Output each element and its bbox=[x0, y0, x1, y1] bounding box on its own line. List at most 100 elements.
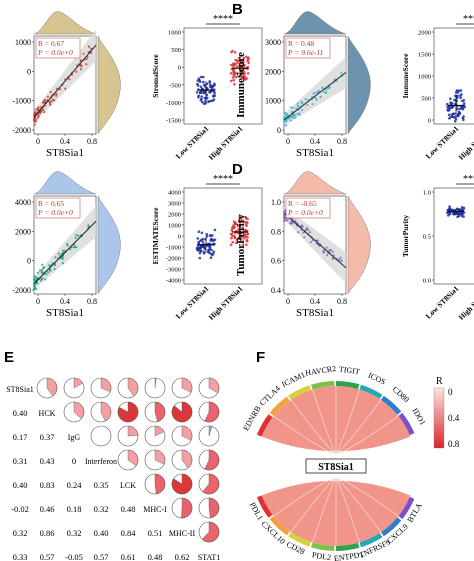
corr-pie-slice bbox=[171, 473, 193, 495]
chord-segment bbox=[269, 516, 290, 536]
x-axis-label: ST8Sia1 bbox=[296, 307, 334, 319]
box-point bbox=[237, 227, 240, 231]
significance-label: **** bbox=[463, 14, 474, 25]
scatter-point bbox=[53, 268, 56, 271]
scatter-point bbox=[322, 250, 325, 253]
top-density bbox=[33, 171, 97, 195]
box-point bbox=[234, 241, 238, 245]
box-point bbox=[205, 235, 209, 238]
box-group-label: Low ST8Sia1 bbox=[424, 124, 461, 161]
box-point bbox=[210, 248, 213, 252]
scatter-point bbox=[85, 57, 88, 61]
scatter-point bbox=[33, 118, 36, 121]
scatter-point bbox=[297, 104, 300, 108]
box-y-label: StromalScore bbox=[151, 54, 160, 98]
scatter-point bbox=[61, 257, 64, 261]
scatter-point bbox=[311, 239, 314, 242]
corr-value: 0.17 bbox=[13, 432, 28, 442]
scatter-point bbox=[43, 98, 46, 101]
scatter-point bbox=[44, 278, 47, 281]
box-point bbox=[199, 98, 203, 102]
box-point bbox=[233, 73, 236, 77]
corr-pie-slice bbox=[154, 449, 166, 465]
box-point bbox=[232, 224, 235, 227]
box-point bbox=[203, 245, 206, 249]
box-point bbox=[244, 220, 248, 224]
box-group-label: Low ST8Sia1 bbox=[174, 284, 211, 321]
box-point bbox=[245, 55, 248, 59]
box-point bbox=[462, 99, 466, 102]
box-y-tick-label: 500 bbox=[171, 47, 181, 54]
corr-pie-slice bbox=[117, 401, 139, 423]
box-point bbox=[213, 83, 216, 87]
box-point bbox=[237, 236, 240, 240]
corr-value: 0.40 bbox=[13, 408, 28, 418]
box-point bbox=[231, 64, 235, 68]
box-point bbox=[201, 100, 204, 104]
legend-tick: 0.8 bbox=[448, 439, 460, 449]
box-point bbox=[463, 105, 467, 109]
scatter-point bbox=[291, 110, 294, 113]
x-tick-label: 0.4 bbox=[310, 137, 320, 146]
box-point bbox=[197, 230, 201, 233]
y-tick-label: 0 bbox=[277, 126, 281, 135]
scatter-point bbox=[34, 287, 38, 291]
scatter-point bbox=[38, 112, 42, 115]
scatter-point bbox=[36, 271, 40, 274]
corr-pie-slice bbox=[204, 401, 220, 423]
corr-pie-slice bbox=[202, 473, 220, 495]
box-point bbox=[233, 51, 237, 54]
scatter-point bbox=[40, 271, 44, 274]
corr-value: 0.86 bbox=[40, 528, 55, 538]
stat-p: P = 9.6e-11 bbox=[287, 48, 323, 57]
scatter-point bbox=[34, 108, 38, 111]
box-point bbox=[208, 81, 211, 84]
box-point bbox=[244, 223, 248, 226]
scatter-point bbox=[286, 113, 289, 116]
box-point bbox=[202, 91, 205, 95]
gene-label: EDNRB bbox=[241, 404, 262, 432]
scatter-point bbox=[35, 282, 38, 285]
scatter-point bbox=[315, 98, 318, 101]
box-point bbox=[203, 96, 206, 100]
legend-tick: 0.4 bbox=[448, 413, 460, 423]
corr-pie-slice bbox=[127, 449, 139, 467]
box-point bbox=[247, 57, 250, 61]
box-group-label: High ST8Sia1 bbox=[207, 124, 245, 162]
box-point bbox=[246, 72, 250, 75]
scatter-point bbox=[325, 246, 328, 249]
box-point bbox=[241, 235, 245, 238]
scatter-point bbox=[283, 116, 286, 119]
box-y-tick-label: 0 bbox=[178, 234, 181, 241]
box-point bbox=[230, 237, 233, 240]
gene-label: CD80 bbox=[391, 385, 411, 405]
corr-value: 0.84 bbox=[121, 528, 137, 538]
scatter-point bbox=[68, 78, 71, 81]
box-point bbox=[458, 107, 461, 111]
box-point bbox=[203, 247, 206, 251]
scatter-point bbox=[58, 88, 62, 91]
scatter-point bbox=[283, 218, 286, 221]
box-point bbox=[238, 215, 241, 218]
box-point bbox=[241, 77, 244, 80]
box-y-label: ESTIMATEScore bbox=[151, 207, 160, 264]
box-point bbox=[245, 77, 249, 80]
legend-title: R bbox=[436, 376, 443, 387]
corr-value: 0.24 bbox=[67, 480, 83, 490]
box-point bbox=[209, 245, 212, 248]
corr-value: 0.57 bbox=[40, 552, 55, 561]
corr-pie-slice bbox=[208, 425, 213, 437]
stat-box bbox=[35, 37, 81, 59]
gene-label: IDO1 bbox=[410, 407, 427, 427]
significance-label: **** bbox=[463, 174, 474, 185]
corr-value: 0.18 bbox=[67, 504, 82, 514]
box-point bbox=[230, 232, 234, 236]
y-tick-label: 1000 bbox=[265, 97, 281, 106]
stat-p: P = 0.0e+0 bbox=[287, 208, 323, 217]
corr-value: 0.33 bbox=[13, 552, 28, 561]
panel-letter: F bbox=[256, 349, 265, 366]
box-point bbox=[205, 82, 209, 86]
center-label: ST8Sia1 bbox=[318, 462, 354, 473]
box-y-tick-label: 0.5 bbox=[423, 234, 431, 241]
